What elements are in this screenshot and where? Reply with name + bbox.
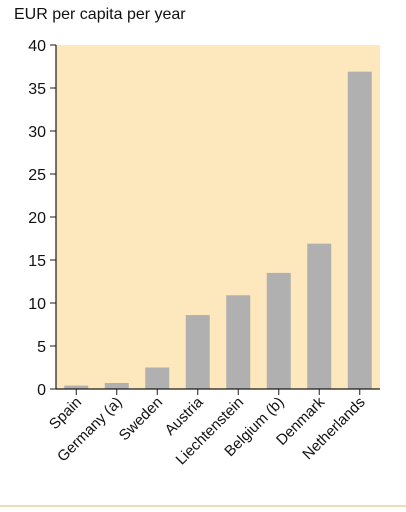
y-tick-label: 30 bbox=[28, 124, 46, 141]
bar bbox=[145, 367, 170, 389]
x-tick-label: Sweden bbox=[116, 394, 166, 444]
bar bbox=[185, 315, 210, 389]
y-tick-label: 5 bbox=[37, 339, 46, 356]
bars bbox=[64, 71, 372, 389]
y-axis-ticks: 0 5 10 15 20 25 30 35 40 bbox=[28, 38, 56, 399]
bar bbox=[64, 385, 89, 389]
y-tick-label: 0 bbox=[37, 382, 46, 399]
bar bbox=[226, 295, 251, 389]
y-tick-label: 35 bbox=[28, 81, 46, 98]
plot-area bbox=[56, 45, 380, 389]
y-tick-label: 15 bbox=[28, 253, 46, 270]
bar bbox=[307, 243, 332, 389]
y-axis-label: EUR per capita per year bbox=[14, 6, 186, 23]
bar bbox=[266, 272, 291, 389]
y-tick-label: 10 bbox=[28, 296, 46, 313]
bar bbox=[347, 71, 372, 389]
bar bbox=[104, 382, 129, 389]
y-tick-label: 40 bbox=[28, 38, 46, 55]
y-tick-label: 20 bbox=[28, 210, 46, 227]
y-tick-label: 25 bbox=[28, 167, 46, 184]
